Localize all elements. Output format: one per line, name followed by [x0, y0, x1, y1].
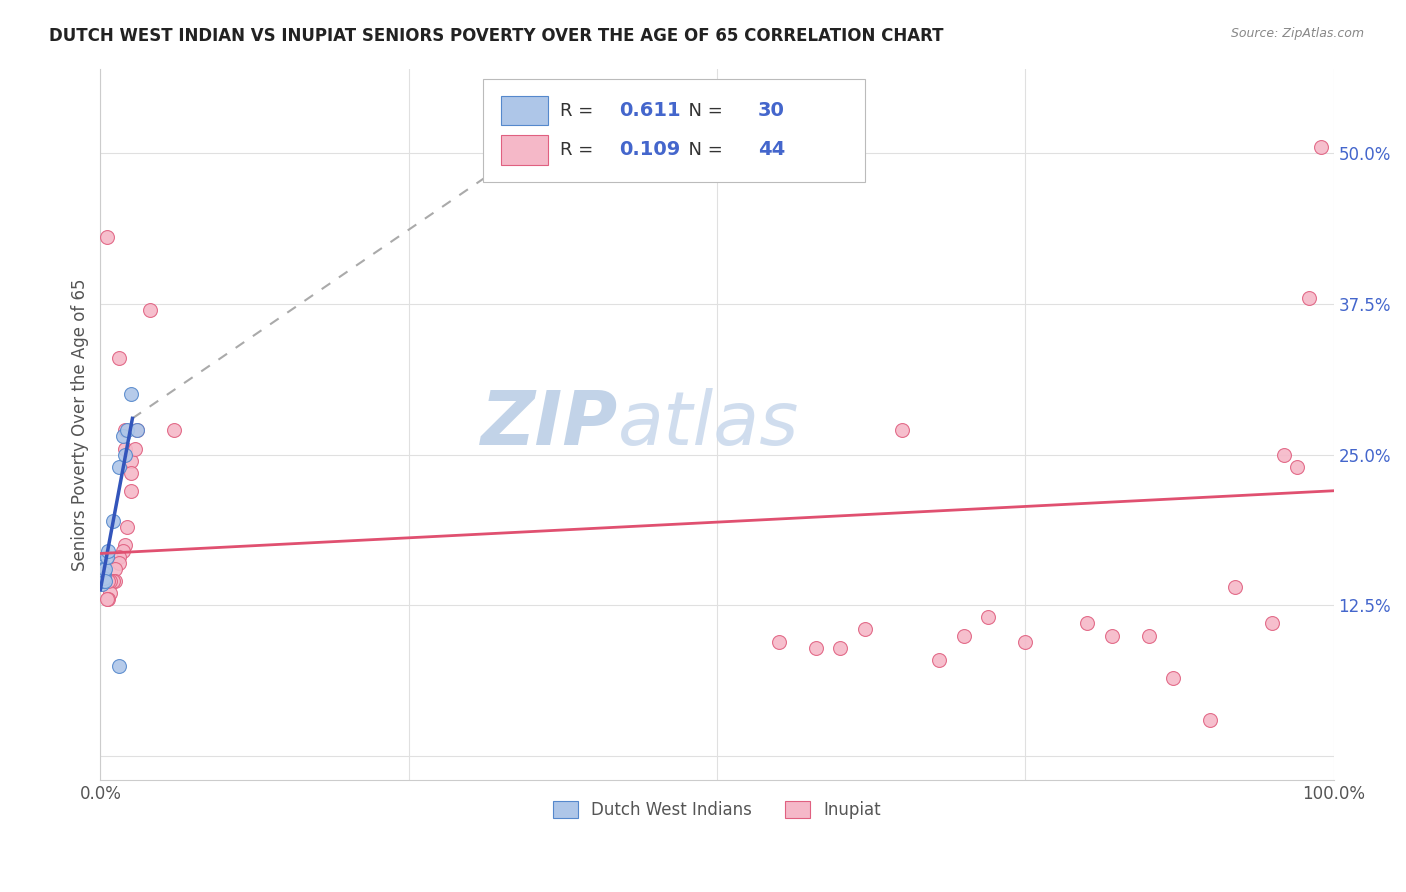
- Point: [90, 562, 112, 576]
- Point: [138, 302, 160, 317]
- Point: [90, 568, 112, 582]
- Point: [124, 442, 146, 456]
- Point: [94, 574, 117, 589]
- Point: [96, 230, 118, 244]
- Point: [91, 562, 114, 576]
- Point: [111, 429, 134, 443]
- Point: [104, 562, 127, 576]
- Point: [1137, 628, 1160, 642]
- Point: [1298, 291, 1320, 305]
- Point: [952, 628, 974, 642]
- Point: [97, 592, 120, 607]
- Point: [98, 586, 121, 600]
- Point: [117, 520, 139, 534]
- Point: [108, 351, 131, 365]
- Point: [114, 448, 136, 462]
- FancyBboxPatch shape: [501, 135, 548, 165]
- Point: [127, 424, 149, 438]
- Point: [117, 424, 139, 438]
- Point: [91, 571, 114, 585]
- Point: [91, 568, 114, 582]
- Point: [1261, 616, 1284, 631]
- Point: [108, 658, 131, 673]
- Point: [97, 574, 120, 589]
- Text: 44: 44: [758, 140, 785, 159]
- Point: [90, 574, 112, 589]
- Text: ZIP: ZIP: [481, 388, 619, 461]
- Point: [90, 565, 112, 579]
- Point: [977, 610, 1000, 624]
- Point: [108, 550, 131, 565]
- Point: [120, 453, 142, 467]
- Point: [120, 387, 142, 401]
- Point: [928, 653, 950, 667]
- Text: DUTCH WEST INDIAN VS INUPIAT SENIORS POVERTY OVER THE AGE OF 65 CORRELATION CHAR: DUTCH WEST INDIAN VS INUPIAT SENIORS POV…: [49, 27, 943, 45]
- Point: [1161, 671, 1184, 685]
- Point: [89, 562, 111, 576]
- Point: [90, 571, 112, 585]
- Point: [163, 424, 186, 438]
- Point: [853, 623, 876, 637]
- Point: [108, 459, 131, 474]
- Point: [1310, 140, 1333, 154]
- Point: [101, 574, 124, 589]
- Point: [127, 424, 149, 438]
- Point: [91, 574, 114, 589]
- FancyBboxPatch shape: [501, 95, 548, 126]
- Point: [1272, 448, 1295, 462]
- Point: [120, 483, 142, 498]
- Point: [1199, 713, 1222, 727]
- Text: atlas: atlas: [619, 388, 800, 460]
- FancyBboxPatch shape: [482, 79, 865, 182]
- Point: [89, 571, 111, 585]
- Point: [93, 571, 115, 585]
- Point: [90, 556, 112, 570]
- Legend: Dutch West Indians, Inupiat: Dutch West Indians, Inupiat: [546, 794, 887, 825]
- Point: [1285, 459, 1308, 474]
- Point: [830, 640, 852, 655]
- Text: 30: 30: [758, 101, 785, 120]
- Point: [890, 424, 912, 438]
- Point: [96, 550, 118, 565]
- Text: 0.109: 0.109: [620, 140, 681, 159]
- Point: [1223, 580, 1246, 594]
- Point: [111, 544, 134, 558]
- Point: [1101, 628, 1123, 642]
- Point: [101, 514, 124, 528]
- Point: [104, 574, 127, 589]
- Point: [108, 556, 131, 570]
- Point: [120, 466, 142, 480]
- Point: [96, 592, 118, 607]
- Text: R =: R =: [561, 141, 599, 159]
- Point: [1076, 616, 1098, 631]
- Point: [94, 562, 117, 576]
- Point: [93, 562, 115, 576]
- Point: [114, 424, 136, 438]
- Y-axis label: Seniors Poverty Over the Age of 65: Seniors Poverty Over the Age of 65: [72, 278, 89, 571]
- Point: [1014, 634, 1036, 648]
- Point: [804, 640, 827, 655]
- Text: R =: R =: [561, 102, 599, 120]
- Point: [91, 558, 114, 573]
- Point: [768, 634, 790, 648]
- Text: 0.611: 0.611: [620, 101, 681, 120]
- Point: [114, 538, 136, 552]
- Text: N =: N =: [678, 102, 728, 120]
- Point: [98, 574, 121, 589]
- Point: [90, 576, 112, 591]
- Point: [89, 568, 111, 582]
- Text: N =: N =: [678, 141, 728, 159]
- Text: Source: ZipAtlas.com: Source: ZipAtlas.com: [1230, 27, 1364, 40]
- Point: [93, 566, 115, 580]
- Point: [97, 544, 120, 558]
- Point: [114, 442, 136, 456]
